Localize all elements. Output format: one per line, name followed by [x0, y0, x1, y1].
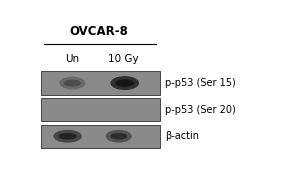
Ellipse shape [110, 133, 127, 139]
Text: p-p53 (Ser 20): p-p53 (Ser 20) [165, 105, 236, 115]
Text: p-p53 (Ser 15): p-p53 (Ser 15) [165, 78, 236, 88]
Ellipse shape [115, 79, 134, 87]
Text: Un: Un [65, 54, 79, 64]
Ellipse shape [64, 80, 81, 87]
Text: OVCAR-8: OVCAR-8 [69, 25, 128, 38]
Bar [41, 98, 160, 121]
Ellipse shape [110, 76, 139, 90]
Ellipse shape [106, 130, 132, 143]
Ellipse shape [59, 77, 86, 90]
Ellipse shape [53, 130, 82, 143]
Bar [41, 71, 160, 95]
Ellipse shape [58, 133, 77, 139]
Text: 10 Gy: 10 Gy [108, 54, 139, 64]
Text: β-actin: β-actin [165, 131, 199, 141]
Bar [41, 125, 160, 148]
